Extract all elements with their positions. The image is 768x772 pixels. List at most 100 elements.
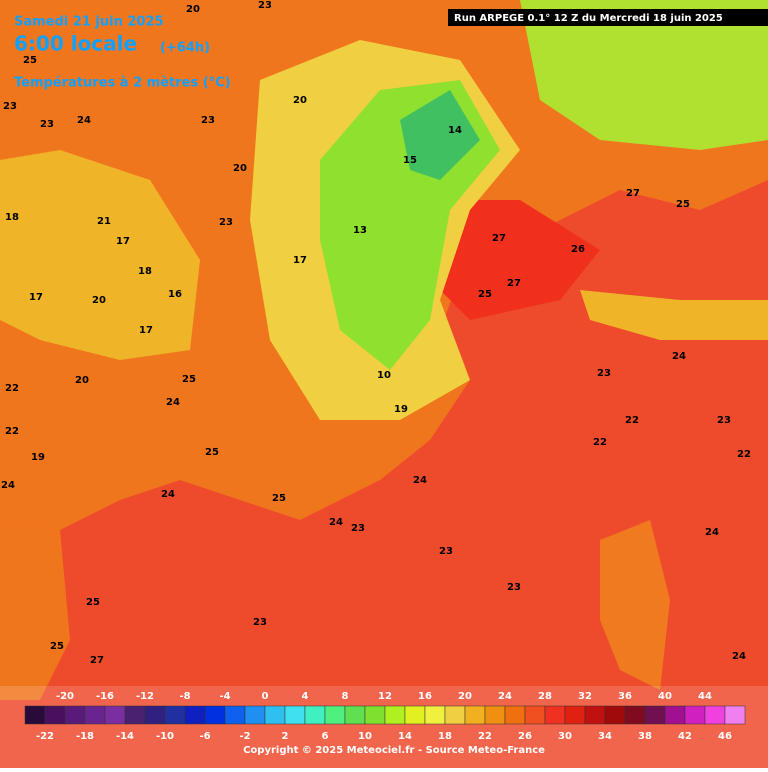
legend-tick-label: 2 [282,731,289,742]
legend-tick-label: 6 [322,731,329,742]
temperature-label: 23 [219,217,233,228]
temperature-label: 23 [201,115,215,126]
temperature-label: 17 [293,255,307,266]
legend-cell [724,705,746,725]
temperature-label: 25 [182,374,196,385]
legend-cell [324,705,346,725]
legend-cell [264,705,286,725]
legend-cell [664,705,686,725]
legend-cell [304,705,326,725]
legend-tick-label: -10 [156,731,174,742]
legend-tick-label: 40 [658,691,672,702]
legend-cell [544,705,566,725]
temperature-label: 24 [672,351,686,362]
cool-zone [0,150,200,360]
legend-tick-label: 26 [518,731,532,742]
legend-cell [64,705,86,725]
temperature-label: 25 [676,199,690,210]
legend-tick-label: -2 [239,731,250,742]
legend-cell [584,705,606,725]
legend-cell [684,705,706,725]
legend-tick-label: 12 [378,691,392,702]
legend-tick-label: 14 [398,731,412,742]
legend-tick-label: 44 [698,691,712,702]
temperature-label: 24 [161,489,175,500]
legend-cell [624,705,646,725]
temperature-label: 24 [329,517,343,528]
temperature-label: 23 [258,0,272,11]
temperature-label: 20 [293,95,307,106]
temperature-label: 27 [492,233,506,244]
legend-tick-label: 32 [578,691,592,702]
temperature-label: 25 [23,55,37,66]
temperature-label: 23 [507,582,521,593]
legend-cell [284,705,306,725]
temperature-label: 20 [92,295,106,306]
temperature-label: 24 [705,527,719,538]
temperature-label: 25 [205,447,219,458]
copyright: Copyright © 2025 Meteociel.fr - Source M… [243,745,545,756]
temperature-label: 25 [86,597,100,608]
legend-tick-label: -14 [116,731,134,742]
legend-cell [384,705,406,725]
legend-tick-label: -12 [136,691,154,702]
legend-panel [0,686,768,768]
temperature-label: 20 [186,4,200,15]
legend-tick-label: -22 [36,731,54,742]
temperature-label: 22 [625,415,639,426]
temperature-label: 20 [75,375,89,386]
run-info: Run ARPEGE 0.1° 12 Z du Mercredi 18 juin… [454,13,723,24]
temperature-label: 17 [139,325,153,336]
legend-cell [364,705,386,725]
temperature-label: 24 [77,115,91,126]
legend-tick-label: -4 [219,691,230,702]
legend-cell [224,705,246,725]
temperature-label: 23 [40,119,54,130]
legend-tick-label: 46 [718,731,732,742]
temperature-label: 24 [732,651,746,662]
legend-cell [204,705,226,725]
legend-cell [344,705,366,725]
legend-tick-label: 20 [458,691,472,702]
cool-zone [580,290,768,340]
legend-cell [484,705,506,725]
legend-tick-label: -16 [96,691,114,702]
legend-cell [604,705,626,725]
temperature-label: 15 [403,155,417,166]
legend-tick-label: -8 [179,691,190,702]
mountain-zone [400,90,480,180]
temperature-label: 23 [351,523,365,534]
legend-tick-label: -20 [56,691,74,702]
legend-cell [144,705,166,725]
legend-tick-label: 34 [598,731,612,742]
temperature-label: 19 [394,404,408,415]
temperature-label: 17 [116,236,130,247]
legend-cell [564,705,586,725]
legend-tick-label: 0 [262,691,269,702]
temperature-label: 27 [507,278,521,289]
legend-tick-label: -6 [199,731,210,742]
temperature-label: 22 [5,426,19,437]
temperature-label: 21 [97,216,111,227]
legend-cell [184,705,206,725]
temperature-label: 24 [166,397,180,408]
legend-tick-label: 18 [438,731,452,742]
temperature-label: 25 [478,289,492,300]
temperature-label: 14 [448,125,462,136]
temperature-label: 18 [5,212,19,223]
temperature-label: 27 [90,655,104,666]
legend-tick-label: 38 [638,731,652,742]
temperature-label: 23 [439,546,453,557]
island [600,520,670,690]
legend-tick-label: 36 [618,691,632,702]
legend-tick-label: 10 [358,731,372,742]
temperature-label: 22 [593,437,607,448]
time: 6:00 locale [14,32,137,56]
legend-cell [164,705,186,725]
legend-cell [24,705,46,725]
temperature-label: 16 [168,289,182,300]
legend-cell [244,705,266,725]
legend-cell [424,705,446,725]
temperature-label: 17 [29,292,43,303]
legend-tick-label: 4 [302,691,309,702]
